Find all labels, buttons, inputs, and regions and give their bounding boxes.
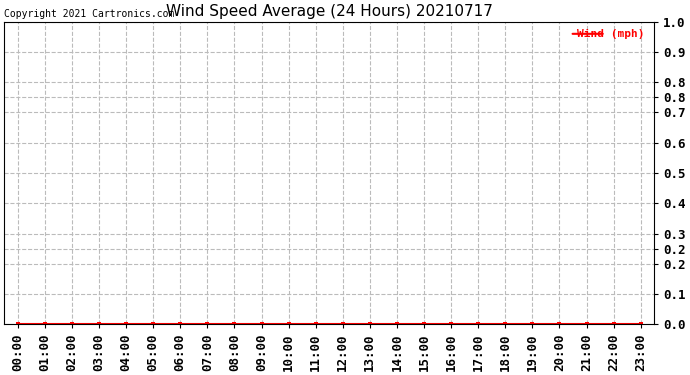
Wind (mph) (420, 322, 428, 327)
Wind (mph) (149, 322, 157, 327)
Wind (mph) (284, 322, 293, 327)
Line: Wind (mph): Wind (mph) (16, 322, 642, 326)
Wind (mph) (637, 322, 645, 327)
Wind (mph) (393, 322, 401, 327)
Wind (mph) (176, 322, 184, 327)
Wind (mph) (555, 322, 564, 327)
Wind (mph) (257, 322, 266, 327)
Wind (mph) (95, 322, 103, 327)
Wind (mph) (582, 322, 591, 327)
Wind (mph) (501, 322, 509, 327)
Wind (mph) (14, 322, 22, 327)
Text: Wind (mph): Wind (mph) (577, 29, 644, 39)
Text: Copyright 2021 Cartronics.com: Copyright 2021 Cartronics.com (4, 9, 175, 19)
Wind (mph) (529, 322, 537, 327)
Wind (mph) (609, 322, 618, 327)
Wind (mph) (203, 322, 211, 327)
Wind (mph) (122, 322, 130, 327)
Wind (mph) (41, 322, 49, 327)
Wind (mph) (339, 322, 347, 327)
Wind (mph) (68, 322, 76, 327)
Wind (mph) (447, 322, 455, 327)
Wind (mph) (474, 322, 482, 327)
Wind (mph) (230, 322, 239, 327)
Title: Wind Speed Average (24 Hours) 20210717: Wind Speed Average (24 Hours) 20210717 (166, 4, 493, 19)
Wind (mph) (366, 322, 374, 327)
Wind (mph) (312, 322, 320, 327)
